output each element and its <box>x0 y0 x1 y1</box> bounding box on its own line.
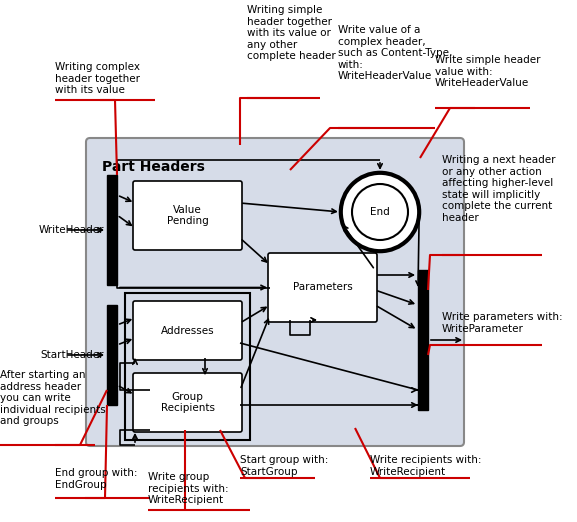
Text: Write recipients with:
WriteRecipient: Write recipients with: WriteRecipient <box>370 455 481 477</box>
Text: End group with:
EndGroup: End group with: EndGroup <box>55 468 137 490</box>
Text: Group
Recipients: Group Recipients <box>160 392 215 413</box>
Bar <box>107 175 117 285</box>
Text: WriteHeader: WriteHeader <box>39 225 104 235</box>
Text: Addresses: Addresses <box>160 326 214 336</box>
Text: Write simple header
value with:
WriteHeaderValue: Write simple header value with: WriteHea… <box>435 55 541 88</box>
Text: Write parameters with:
WriteParameter: Write parameters with: WriteParameter <box>442 312 563 334</box>
Text: Start group with:
StartGroup: Start group with: StartGroup <box>240 455 328 477</box>
Bar <box>418 270 428 410</box>
Text: After starting an
address header
you can write
individual recipients
and groups: After starting an address header you can… <box>0 370 106 426</box>
Circle shape <box>341 173 419 251</box>
FancyBboxPatch shape <box>133 373 242 432</box>
Text: Writing simple
header together
with its value or
any other
complete header: Writing simple header together with its … <box>247 5 336 62</box>
Text: Part Headers: Part Headers <box>102 160 205 174</box>
Circle shape <box>352 184 408 240</box>
Text: Parameters: Parameters <box>293 282 353 292</box>
Bar <box>125 293 250 440</box>
FancyBboxPatch shape <box>268 253 377 322</box>
Text: Write value of a
complex header,
such as Content-Type,
with:
WriteHeaderValue: Write value of a complex header, such as… <box>338 25 452 81</box>
FancyBboxPatch shape <box>133 181 242 250</box>
Text: Writing complex
header together
with its value: Writing complex header together with its… <box>55 62 140 95</box>
FancyBboxPatch shape <box>133 301 242 360</box>
Bar <box>107 305 117 405</box>
FancyBboxPatch shape <box>86 138 464 446</box>
Text: Write group
recipients with:
WriteRecipient: Write group recipients with: WriteRecipi… <box>148 472 228 505</box>
Text: Writing a next header
or any other action
affecting higher-level
state will impl: Writing a next header or any other actio… <box>442 155 556 223</box>
Text: StartHeader: StartHeader <box>40 350 104 360</box>
Text: End: End <box>370 207 390 217</box>
Text: Value
Pending: Value Pending <box>167 205 208 227</box>
